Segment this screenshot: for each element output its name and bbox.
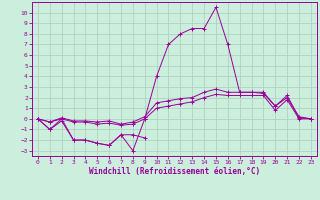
- X-axis label: Windchill (Refroidissement éolien,°C): Windchill (Refroidissement éolien,°C): [89, 167, 260, 176]
